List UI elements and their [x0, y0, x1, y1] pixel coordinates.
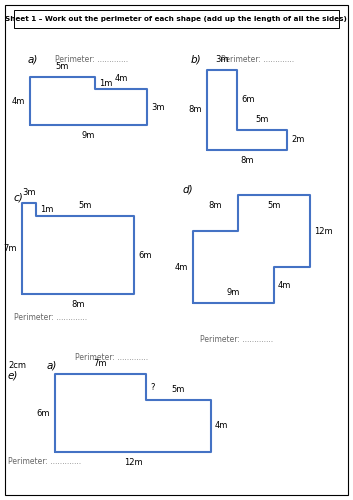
Text: 4m: 4m: [215, 422, 228, 430]
Text: Sheet 1 – Work out the perimeter of each shape (add up the length of all the sid: Sheet 1 – Work out the perimeter of each…: [5, 16, 347, 22]
Text: Perimeter: .............: Perimeter: .............: [221, 56, 294, 64]
Text: 6m: 6m: [241, 96, 255, 104]
Text: 7m: 7m: [94, 359, 107, 368]
Text: 4m: 4m: [114, 74, 128, 83]
Text: Perimeter: .............: Perimeter: .............: [8, 458, 81, 466]
Text: 2cm: 2cm: [8, 360, 26, 370]
Text: 9m: 9m: [82, 131, 95, 140]
Text: 12m: 12m: [314, 226, 333, 235]
Text: 8m: 8m: [240, 156, 254, 165]
Text: e): e): [8, 370, 18, 380]
Text: 4m: 4m: [278, 280, 291, 289]
Text: a): a): [28, 55, 38, 65]
Text: Perimeter: .............: Perimeter: .............: [75, 354, 148, 362]
Text: 5m: 5m: [255, 115, 269, 124]
Text: Perimeter: .............: Perimeter: .............: [200, 336, 273, 344]
Text: Perimeter: .............: Perimeter: .............: [55, 56, 128, 64]
Text: 1m: 1m: [99, 78, 112, 88]
Text: 8m: 8m: [209, 201, 222, 210]
Text: 8m: 8m: [189, 106, 202, 114]
Text: 5m: 5m: [56, 62, 69, 71]
Bar: [14, 10, 339, 28]
Text: a): a): [47, 360, 58, 370]
Text: 7m: 7m: [4, 244, 17, 253]
Text: 4m: 4m: [12, 96, 25, 106]
Text: d): d): [183, 185, 194, 195]
Text: 8m: 8m: [71, 300, 85, 309]
Text: 3m: 3m: [215, 55, 229, 64]
Text: Perimeter: .............: Perimeter: .............: [14, 314, 87, 322]
Text: b): b): [191, 55, 202, 65]
Text: 6m: 6m: [36, 408, 50, 418]
Text: 5m: 5m: [172, 385, 185, 394]
Text: 1m: 1m: [40, 205, 53, 214]
Text: ?: ?: [150, 382, 155, 392]
Text: c): c): [14, 193, 24, 203]
Text: 4m: 4m: [175, 262, 188, 272]
Text: 2m: 2m: [291, 136, 304, 144]
Text: 12m: 12m: [124, 458, 142, 467]
Text: 5m: 5m: [267, 201, 281, 210]
Text: 6m: 6m: [138, 250, 151, 260]
Text: 5m: 5m: [78, 201, 92, 210]
Text: 3m: 3m: [151, 102, 164, 112]
Text: 9m: 9m: [227, 288, 240, 297]
Text: 3m: 3m: [22, 188, 36, 197]
